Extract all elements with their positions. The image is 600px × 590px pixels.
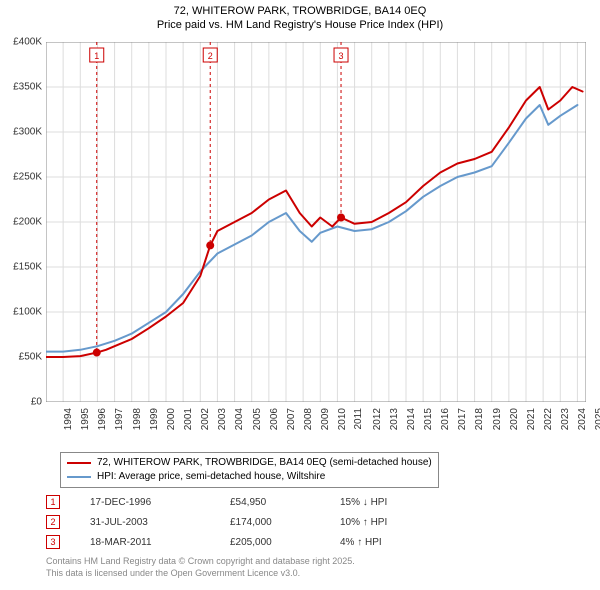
y-tick-label: £0 [31,397,42,408]
x-tick-label: 1996 [97,408,108,430]
svg-text:1: 1 [94,51,99,61]
tx-row-2: 3 18-MAR-2011 £205,000 4% ↑ HPI [46,532,440,552]
x-tick-label: 2016 [440,408,451,430]
x-tick-label: 2022 [543,408,554,430]
tx-row-0: 1 17-DEC-1996 £54,950 15% ↓ HPI [46,492,440,512]
legend-label-1: HPI: Average price, semi-detached house,… [97,470,325,484]
x-tick-label: 2009 [320,408,331,430]
x-tick-label: 1999 [148,408,159,430]
x-tick-label: 2020 [508,408,519,430]
x-tick-label: 2014 [406,408,417,430]
legend-row-1: HPI: Average price, semi-detached house,… [67,470,432,484]
tx-marker-1: 2 [46,515,60,529]
transactions-table: 1 17-DEC-1996 £54,950 15% ↓ HPI 2 31-JUL… [46,492,440,552]
chart-svg: 1 2 3 [46,42,586,402]
x-tick-label: 1995 [80,408,91,430]
legend-row-0: 72, WHITEROW PARK, TROWBRIDGE, BA14 0EQ … [67,456,432,470]
x-tick-label: 2007 [286,408,297,430]
x-tick-label: 1994 [63,408,74,430]
tx-marker-2: 3 [46,535,60,549]
y-tick-label: £200K [13,217,42,228]
x-tick-label: 2012 [371,408,382,430]
footer-line2: This data is licensed under the Open Gov… [46,568,355,580]
tx-date-0: 17-DEC-1996 [90,497,230,508]
y-tick-label: £50K [19,352,42,363]
y-tick-label: £150K [13,262,42,273]
tx-delta-1: 10% ↑ HPI [340,517,440,528]
legend-label-0: 72, WHITEROW PARK, TROWBRIDGE, BA14 0EQ … [97,456,432,470]
x-tick-label: 2008 [303,408,314,430]
x-tick-label: 2001 [183,408,194,430]
x-axis-ticks: 1994 1995 1996 1997 1998 1999 2000 2001 2002 2003… [46,404,586,450]
y-tick-label: £400K [13,37,42,48]
x-tick-label: 2021 [526,408,537,430]
x-tick-label: 2011 [353,408,364,430]
y-axis-ticks: £0£50K£100K£150K£200K£250K£300K£350K£400… [0,42,44,402]
x-tick-label: 2013 [388,408,399,430]
x-tick-label: 2010 [337,408,348,430]
x-tick-label: 2018 [474,408,485,430]
x-tick-label: 2003 [217,408,228,430]
x-tick-label: 1997 [114,408,125,430]
chart-area: 1 2 3 [46,42,586,402]
footer-line1: Contains HM Land Registry data © Crown c… [46,556,355,568]
x-tick-label: 2023 [560,408,571,430]
y-tick-label: £100K [13,307,42,318]
tx-price-1: £174,000 [230,517,340,528]
title-block: 72, WHITEROW PARK, TROWBRIDGE, BA14 0EQ … [0,0,600,33]
tx-price-2: £205,000 [230,537,340,548]
tx-delta-0: 15% ↓ HPI [340,497,440,508]
x-tick-label: 2025 [594,408,600,430]
x-tick-label: 2015 [423,408,434,430]
x-tick-label: 2004 [234,408,245,430]
legend-swatch-0 [67,462,91,464]
y-tick-label: £250K [13,172,42,183]
tx-date-2: 18-MAR-2011 [90,537,230,548]
y-tick-label: £300K [13,127,42,138]
tx-marker-0: 1 [46,495,60,509]
tx-price-0: £54,950 [230,497,340,508]
x-tick-label: 2000 [166,408,177,430]
chart-container: 72, WHITEROW PARK, TROWBRIDGE, BA14 0EQ … [0,0,600,590]
tx-row-1: 2 31-JUL-2003 £174,000 10% ↑ HPI [46,512,440,532]
tx-date-1: 31-JUL-2003 [90,517,230,528]
x-tick-label: 2024 [577,408,588,430]
x-tick-label: 2019 [491,408,502,430]
svg-text:2: 2 [208,51,213,61]
tx-delta-2: 4% ↑ HPI [340,537,440,548]
x-tick-label: 1998 [131,408,142,430]
svg-text:3: 3 [339,51,344,61]
title-line1: 72, WHITEROW PARK, TROWBRIDGE, BA14 0EQ [0,4,600,18]
x-tick-label: 2005 [251,408,262,430]
legend: 72, WHITEROW PARK, TROWBRIDGE, BA14 0EQ … [60,452,439,488]
legend-swatch-1 [67,476,91,478]
x-tick-label: 2002 [200,408,211,430]
x-tick-label: 2006 [268,408,279,430]
y-tick-label: £350K [13,82,42,93]
title-line2: Price paid vs. HM Land Registry's House … [0,18,600,32]
footer: Contains HM Land Registry data © Crown c… [46,556,355,579]
x-tick-label: 2017 [457,408,468,430]
